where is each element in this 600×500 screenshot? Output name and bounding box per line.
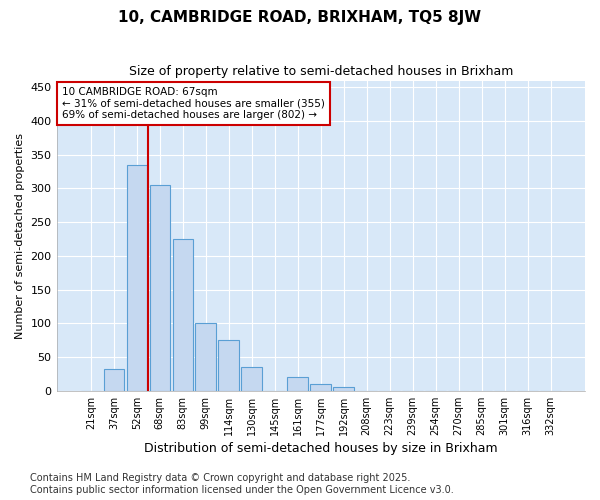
Text: 10, CAMBRIDGE ROAD, BRIXHAM, TQ5 8JW: 10, CAMBRIDGE ROAD, BRIXHAM, TQ5 8JW (118, 10, 482, 25)
Text: Contains HM Land Registry data © Crown copyright and database right 2025.
Contai: Contains HM Land Registry data © Crown c… (30, 474, 454, 495)
Bar (104, 368, 124, 391)
X-axis label: Distribution of semi-detached houses by size in Brixham: Distribution of semi-detached houses by … (144, 442, 497, 455)
Bar (241, 367, 262, 391)
Title: Size of property relative to semi-detached houses in Brixham: Size of property relative to semi-detach… (128, 65, 513, 78)
Text: 10 CAMBRIDGE ROAD: 67sqm
← 31% of semi-detached houses are smaller (355)
69% of : 10 CAMBRIDGE ROAD: 67sqm ← 31% of semi-d… (62, 87, 325, 120)
Bar (173, 239, 193, 391)
Bar (149, 185, 170, 391)
Y-axis label: Number of semi-detached properties: Number of semi-detached properties (15, 132, 25, 338)
Bar (334, 388, 354, 391)
Bar (218, 340, 239, 391)
Bar (196, 324, 216, 391)
Bar (310, 384, 331, 391)
Bar (287, 378, 308, 391)
Bar (127, 165, 147, 391)
